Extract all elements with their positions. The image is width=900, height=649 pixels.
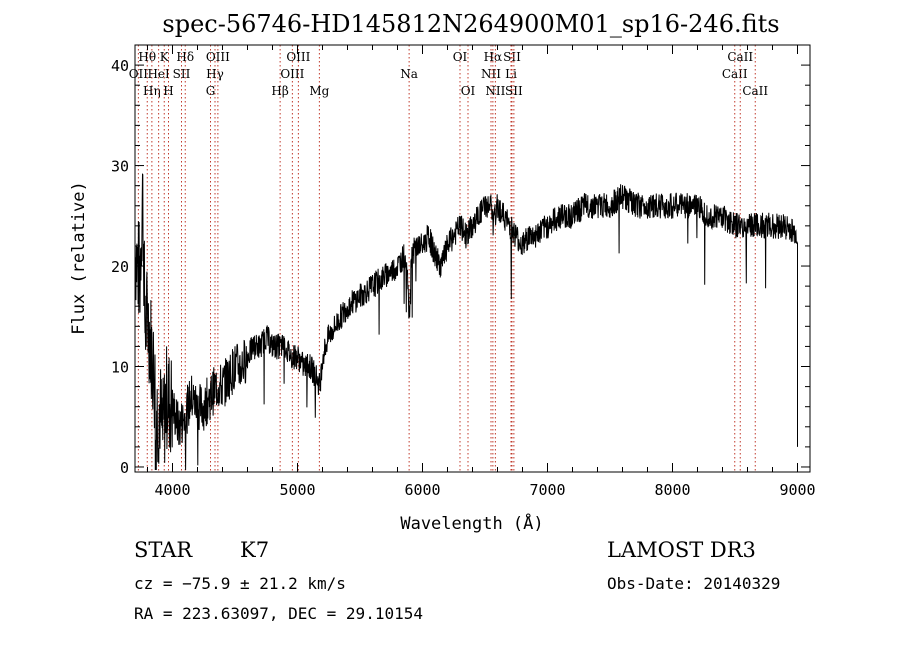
marker-label: Mg xyxy=(309,84,329,98)
marker-label: HeI xyxy=(147,67,170,81)
y-axis-label: Flux (relative) xyxy=(69,181,89,335)
marker-label: SII xyxy=(173,67,191,81)
chart-title: spec-56746-HD145812N264900M01_sp16-246.f… xyxy=(162,10,779,38)
x-tick-label: 6000 xyxy=(404,481,440,499)
marker-label: NII xyxy=(481,67,501,81)
spectral-line-markers: OIIHθHηHeIKHSIIHδGHγOIIIHβOIIIOIIIMgNaOI… xyxy=(129,45,768,472)
survey-name: LAMOST DR3 xyxy=(607,538,756,562)
object-subclass: K7 xyxy=(240,538,270,562)
marker-label: OI xyxy=(461,84,476,98)
marker-label: OIII xyxy=(286,50,310,64)
object-class: STAR xyxy=(134,538,193,562)
marker-label: Hθ xyxy=(138,50,156,64)
x-axis: 4000 5000 6000 7000 8000 9000 xyxy=(147,45,816,499)
x-tick-label: 4000 xyxy=(154,481,190,499)
y-tick-label: 40 xyxy=(111,57,129,75)
y-tick-label: 10 xyxy=(111,359,129,377)
spectrum-line xyxy=(134,173,798,471)
marker-label: NII xyxy=(485,84,505,98)
marker-label: Hγ xyxy=(206,67,224,81)
redshift-velocity: cz = −75.9 ± 21.2 km/s xyxy=(134,574,346,593)
marker-label: G xyxy=(206,84,216,98)
marker-label: SII xyxy=(503,50,521,64)
y-tick-label: 0 xyxy=(120,459,129,477)
y-axis: 0 10 20 30 40 xyxy=(111,57,810,477)
marker-label: K xyxy=(160,50,170,64)
x-axis-label: Wavelength (Å) xyxy=(400,512,543,534)
x-tick-label: 8000 xyxy=(654,481,690,499)
marker-label: H xyxy=(163,84,173,98)
marker-label: Na xyxy=(400,67,418,81)
marker-label: Hα xyxy=(484,50,503,64)
x-tick-label: 9000 xyxy=(779,481,815,499)
marker-label: Hδ xyxy=(176,50,194,64)
plot-frame xyxy=(134,44,811,473)
observation-date: Obs-Date: 20140329 xyxy=(607,574,781,593)
marker-label: OIII xyxy=(206,50,230,64)
marker-label: CaII xyxy=(727,50,753,64)
marker-label: OIII xyxy=(280,67,304,81)
x-tick-label: 5000 xyxy=(279,481,315,499)
marker-label: Li xyxy=(505,67,517,81)
marker-label: CaII xyxy=(742,84,768,98)
marker-label: Hβ xyxy=(271,84,288,98)
x-tick-label: 7000 xyxy=(529,481,565,499)
marker-label: OII xyxy=(129,67,149,81)
marker-label: SII xyxy=(505,84,523,98)
marker-label: OI xyxy=(453,50,468,64)
coordinates: RA = 223.63097, DEC = 29.10154 xyxy=(134,604,423,623)
marker-label: CaII xyxy=(722,67,748,81)
y-tick-label: 20 xyxy=(111,258,129,276)
marker-label: Hη xyxy=(143,84,161,98)
y-tick-label: 30 xyxy=(111,158,129,176)
spectrum-trace xyxy=(134,173,798,471)
